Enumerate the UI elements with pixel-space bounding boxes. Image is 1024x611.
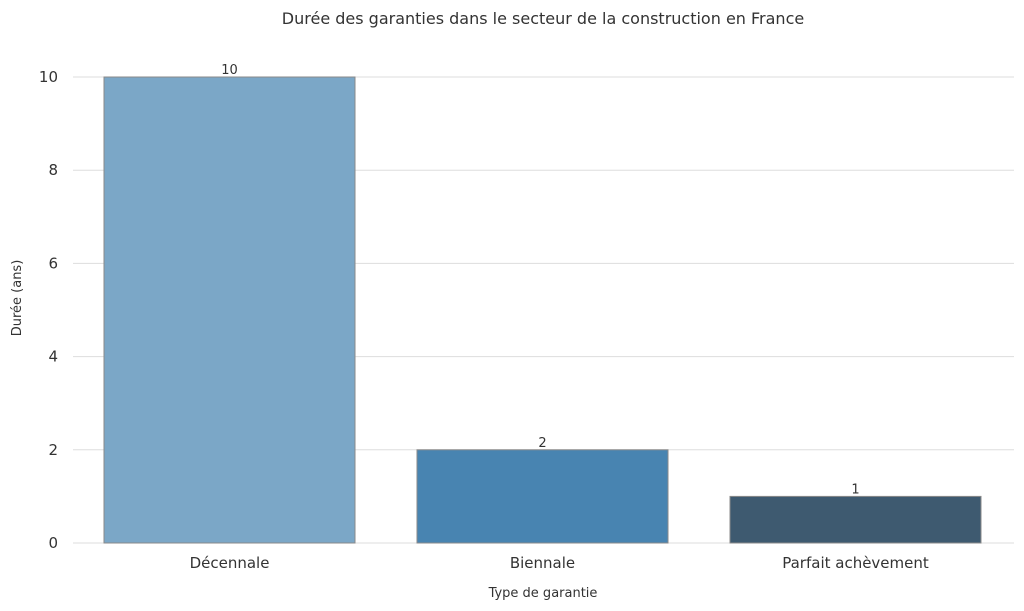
- y-tick-label: 8: [48, 161, 58, 179]
- y-axis-label: Durée (ans): [10, 260, 25, 337]
- data-label: 1: [851, 482, 859, 497]
- y-tick-labels: 0 2 4 6 8 10: [39, 68, 58, 552]
- bar: [103, 76, 356, 544]
- x-tick-labels: Décennale Biennale Parfait achèvement: [190, 554, 929, 572]
- x-tick-label: Parfait achèvement: [782, 554, 929, 572]
- x-axis-label: Type de garantie: [488, 586, 598, 601]
- data-label: 10: [221, 63, 238, 78]
- y-tick-label: 6: [48, 254, 58, 272]
- bars: [103, 76, 982, 544]
- y-tick-label: 10: [39, 68, 58, 86]
- x-tick-label: Décennale: [190, 554, 270, 572]
- bar: [416, 449, 669, 544]
- y-tick-label: 2: [48, 441, 58, 459]
- x-tick-label: Biennale: [510, 554, 575, 572]
- y-tick-label: 4: [48, 348, 58, 366]
- bar: [729, 495, 982, 544]
- data-labels: 10 2 1: [221, 63, 859, 497]
- y-tick-label: 0: [48, 534, 58, 552]
- data-label: 2: [538, 436, 546, 451]
- chart-title: Durée des garanties dans le secteur de l…: [282, 9, 804, 28]
